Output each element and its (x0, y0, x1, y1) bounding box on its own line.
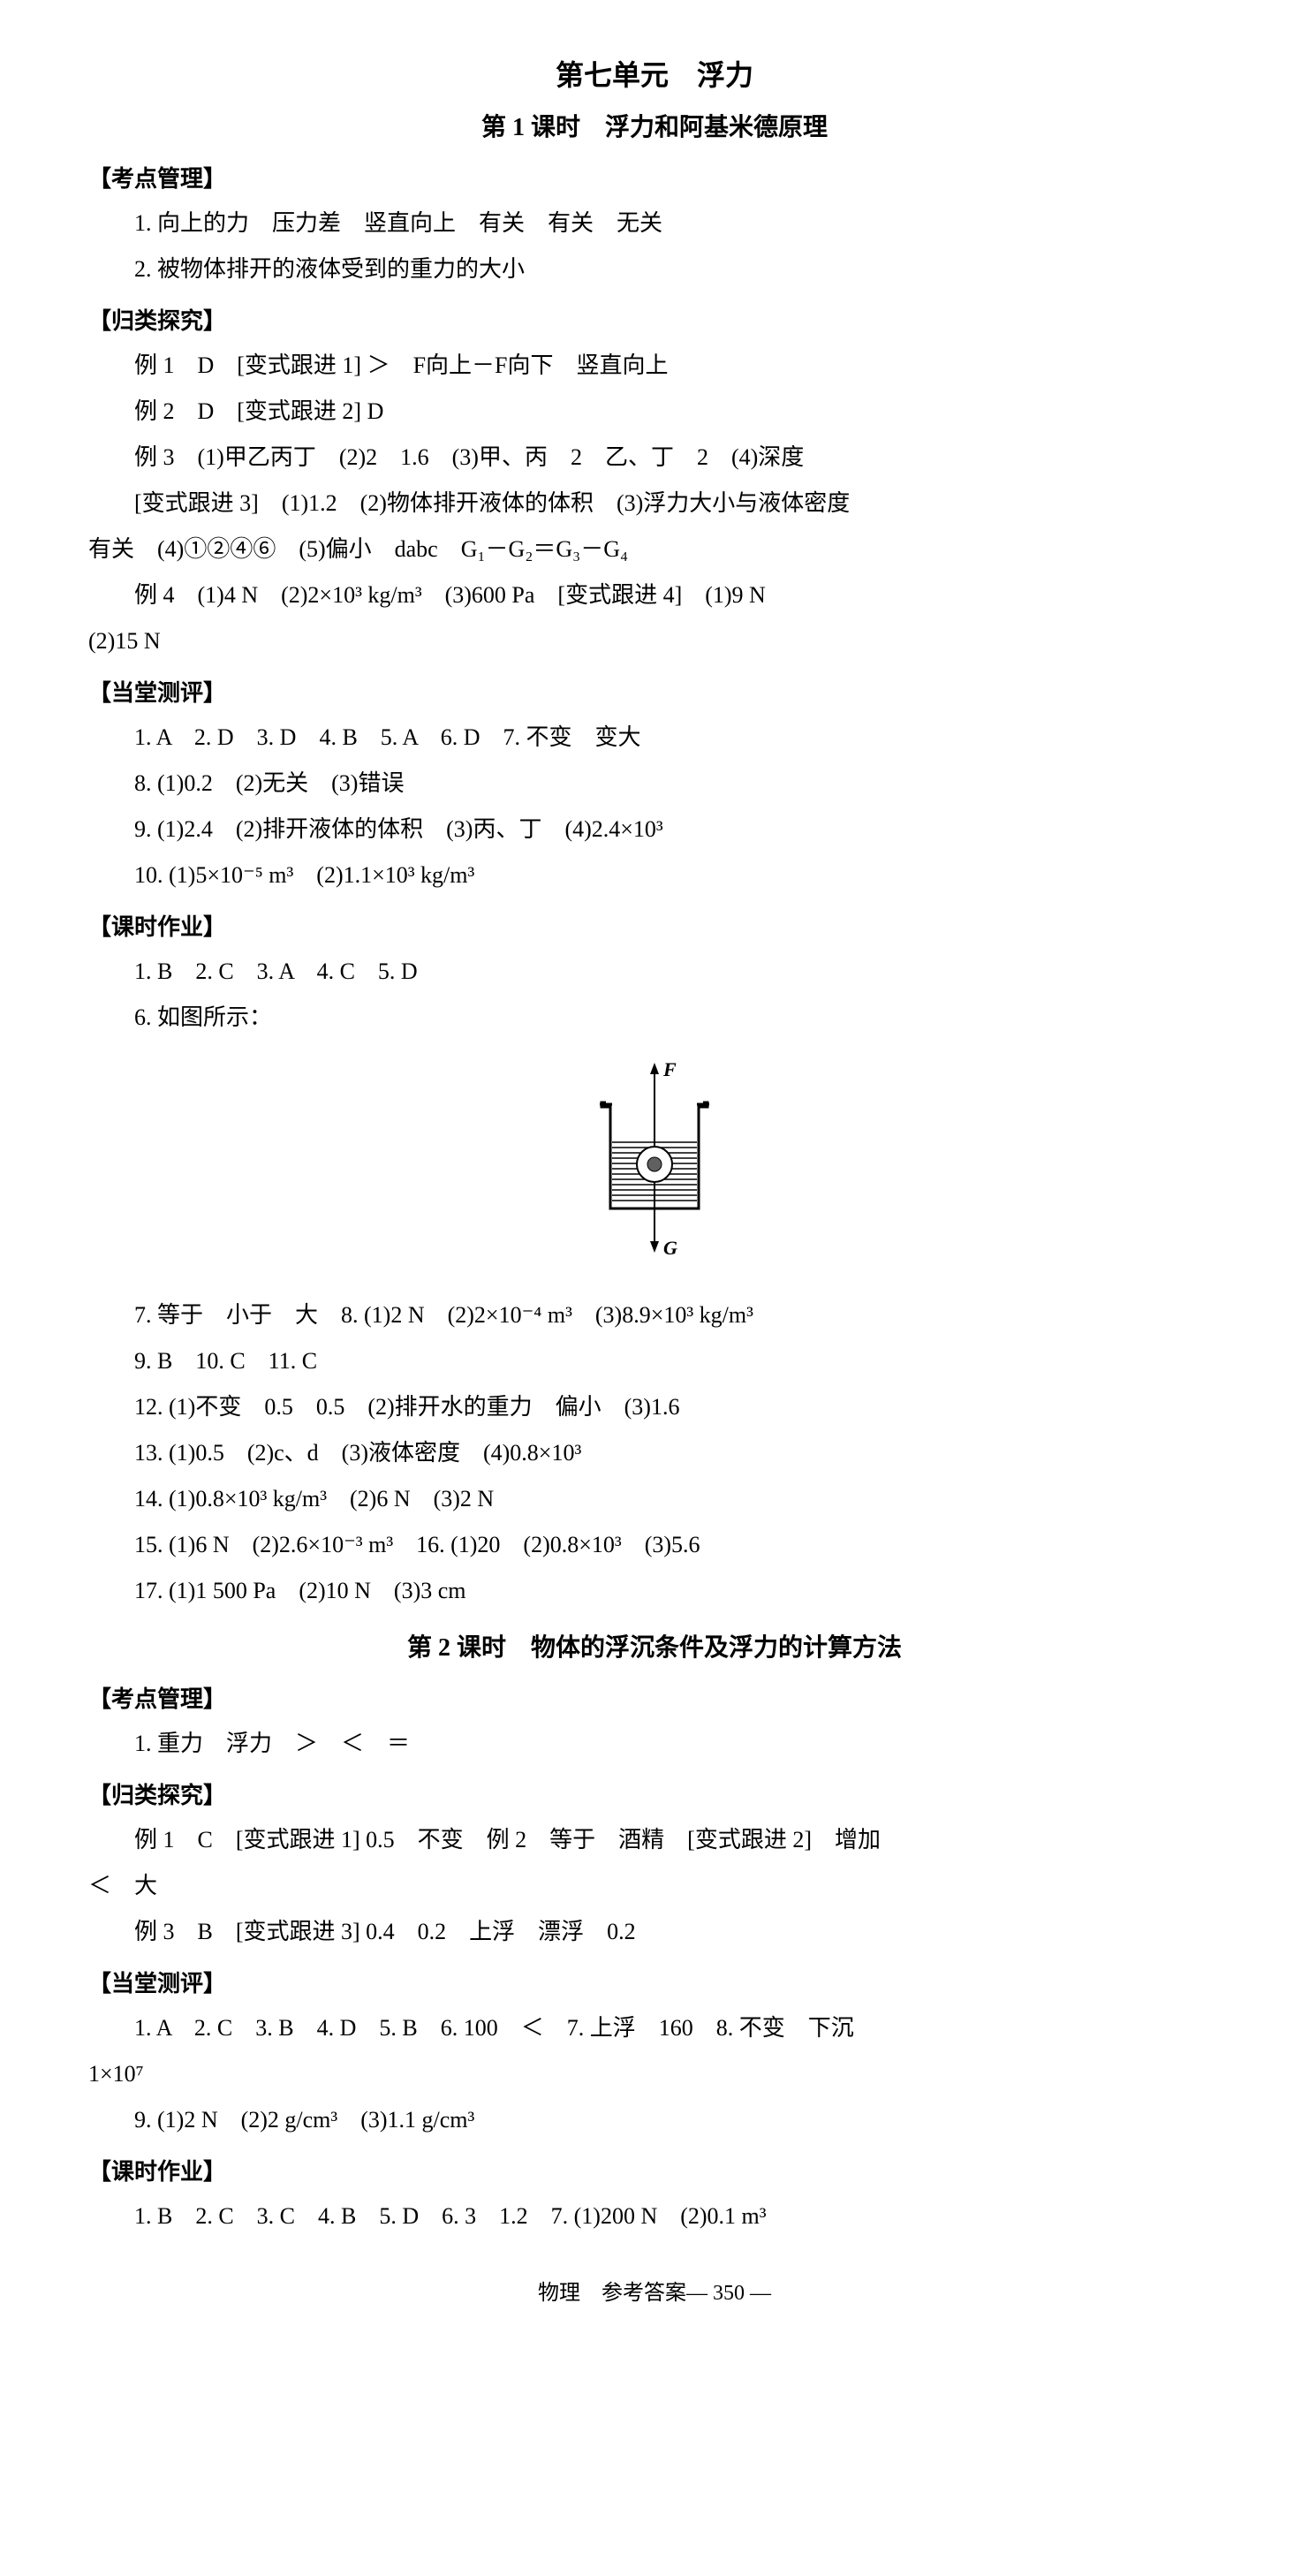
beaker-diagram: F (88, 1058, 1221, 1275)
kaodian-line1: 1. 向上的力 压力差 竖直向上 有关 有关 无关 (88, 201, 1221, 246)
beaker-svg: F (575, 1058, 734, 1270)
keshi-line2: 6. 如图所示： (88, 995, 1221, 1041)
arrow-g-head (650, 1241, 659, 1253)
document-content: 第七单元 浮力 第 1 课时 浮力和阿基米德原理 【考点管理】 1. 向上的力 … (88, 53, 1221, 2306)
guilei-ex4: 例 4 (1)4 N (2)2×10³ kg/m³ (3)600 Pa [变式跟… (88, 572, 1221, 618)
keshi-line5: 12. (1)不变 0.5 0.5 (2)排开水的重力 偏小 (3)1.6 (88, 1384, 1221, 1430)
section-guilei: 【归类探究】 (88, 303, 1221, 336)
label-g: G (663, 1237, 677, 1259)
guilei-ex3-follow2: 有关 (4)①②④⑥ (5)偏小 dabc G₁－G₂＝G₃－G₄ (88, 527, 1221, 572)
l2-guilei-ex1-cont: ＜ 大 (88, 1863, 1221, 1909)
section-keshi: 【课时作业】 (88, 909, 1221, 942)
section-dangtang: 【当堂测评】 (88, 675, 1221, 708)
l2-dangtang-line1-cont: 1×10⁷ (88, 2051, 1221, 2097)
guilei-ex2: 例 2 D [变式跟进 2] D (88, 389, 1221, 435)
keshi-line6: 13. (1)0.5 (2)c、d (3)液体密度 (4)0.8×10³ (88, 1430, 1221, 1476)
keshi-line9: 17. (1)1 500 Pa (2)10 N (3)3 cm (88, 1568, 1221, 1614)
guilei-ex4-cont: (2)15 N (88, 618, 1221, 664)
keshi-line7: 14. (1)0.8×10³ kg/m³ (2)6 N (3)2 N (88, 1476, 1221, 1522)
dangtang-line1: 1. A 2. D 3. D 4. B 5. A 6. D 7. 不变 变大 (88, 715, 1221, 761)
dangtang-line4: 10. (1)5×10⁻⁵ m³ (2)1.1×10³ kg/m³ (88, 852, 1221, 898)
dangtang-line2: 8. (1)0.2 (2)无关 (3)错误 (88, 761, 1221, 807)
kaodian-line2: 2. 被物体排开的液体受到的重力的大小 (88, 246, 1221, 292)
unit-title: 第七单元 浮力 (88, 53, 1221, 94)
l2-keshi-line1: 1. B 2. C 3. C 4. B 5. D 6. 3 1.2 7. (1)… (88, 2193, 1221, 2239)
lesson1-title: 第 1 课时 浮力和阿基米德原理 (88, 108, 1221, 143)
keshi-line1: 1. B 2. C 3. A 4. C 5. D (88, 949, 1221, 995)
guilei-ex3-follow: [变式跟进 3] (1)1.2 (2)物体排开液体的体积 (3)浮力大小与液体密… (88, 481, 1221, 527)
keshi-line8: 15. (1)6 N (2)2.6×10⁻³ m³ 16. (1)20 (2)0… (88, 1522, 1221, 1568)
section-keshi2: 【课时作业】 (88, 2154, 1221, 2186)
ball-inner (647, 1157, 662, 1171)
page-footer: 物理 参考答案— 350 — (88, 2275, 1221, 2306)
l2-guilei-ex1: 例 1 C [变式跟进 1] 0.5 不变 例 2 等于 酒精 [变式跟进 2]… (88, 1817, 1221, 1863)
l2-kaodian-line1: 1. 重力 浮力 ＞ ＜ ＝ (88, 1721, 1221, 1767)
section-dangtang2: 【当堂测评】 (88, 1966, 1221, 1998)
keshi-line4: 9. B 10. C 11. C (88, 1338, 1221, 1384)
section-guilei2: 【归类探究】 (88, 1777, 1221, 1810)
l2-dangtang-line2: 9. (1)2 N (2)2 g/cm³ (3)1.1 g/cm³ (88, 2097, 1221, 2143)
arrow-f-head (650, 1063, 659, 1074)
dangtang-line3: 9. (1)2.4 (2)排开液体的体积 (3)丙、丁 (4)2.4×10³ (88, 807, 1221, 852)
guilei-ex1: 例 1 D [变式跟进 1] ＞ F向上－F向下 竖直向上 (88, 343, 1221, 389)
guilei-ex3: 例 3 (1)甲乙丙丁 (2)2 1.6 (3)甲、丙 2 乙、丁 2 (4)深… (88, 435, 1221, 481)
label-f: F (662, 1058, 677, 1080)
l2-dangtang-line1: 1. A 2. C 3. B 4. D 5. B 6. 100 ＜ 7. 上浮 … (88, 2005, 1221, 2051)
lesson2-title: 第 2 课时 物体的浮沉条件及浮力的计算方法 (88, 1628, 1221, 1663)
keshi-line3: 7. 等于 小于 大 8. (1)2 N (2)2×10⁻⁴ m³ (3)8.9… (88, 1292, 1221, 1338)
section-kaodian: 【考点管理】 (88, 161, 1221, 193)
l2-guilei-ex3: 例 3 B [变式跟进 3] 0.4 0.2 上浮 漂浮 0.2 (88, 1909, 1221, 1955)
section-kaodian2: 【考点管理】 (88, 1681, 1221, 1714)
